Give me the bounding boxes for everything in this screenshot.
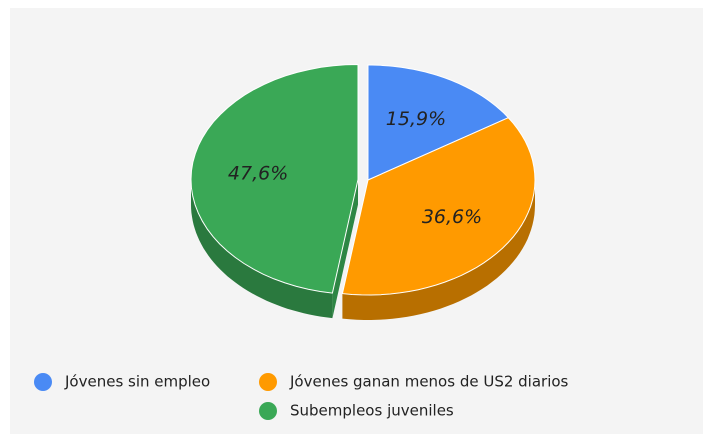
slice-cut-face xyxy=(332,179,359,319)
slice-side xyxy=(342,180,535,320)
data-label: 36,6% xyxy=(422,206,482,228)
data-label: 47,6% xyxy=(228,163,288,185)
slice xyxy=(341,117,536,296)
legend-swatch xyxy=(259,373,277,391)
slice xyxy=(367,64,510,181)
legend-label: Jóvenes ganan menos de US2 diarios xyxy=(289,373,569,391)
legend-swatch xyxy=(259,402,277,420)
data-label: 15,9% xyxy=(386,108,446,130)
legend-swatch xyxy=(34,373,52,391)
legend-label: Jóvenes sin empleo xyxy=(64,373,210,391)
slice-side xyxy=(191,179,333,319)
slice xyxy=(190,63,359,294)
legend-label: Subempleos juveniles xyxy=(290,402,454,420)
